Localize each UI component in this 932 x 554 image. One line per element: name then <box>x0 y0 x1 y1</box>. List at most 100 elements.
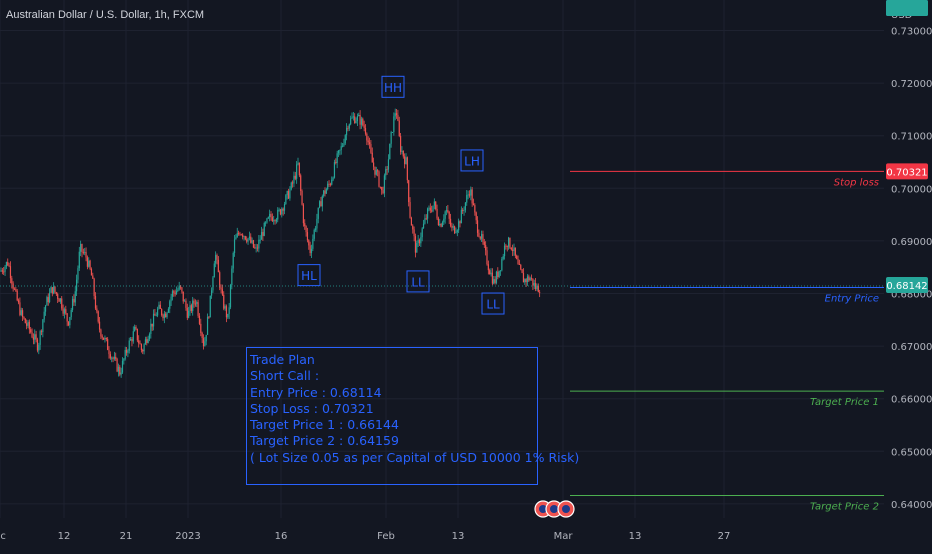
candle-body <box>443 218 445 223</box>
candle-body <box>278 209 280 211</box>
candle-body <box>200 323 202 333</box>
candle-body <box>120 372 122 375</box>
x-tick-label: 13 <box>452 531 465 542</box>
candle-body <box>51 287 53 294</box>
price-axis[interactable] <box>884 0 932 550</box>
candle-body <box>306 232 309 241</box>
candle-body <box>262 232 264 236</box>
candle-body <box>46 297 48 306</box>
candle-body <box>28 321 30 330</box>
candle-body <box>304 223 306 226</box>
y-tick-label: 0.71000 <box>891 132 932 143</box>
trade-plan-line: Target Price 2 : 0.64159 <box>250 433 399 449</box>
candle-body <box>157 308 159 316</box>
candle-body <box>494 279 496 283</box>
trade-plan-line: Entry Price : 0.68114 <box>250 384 382 400</box>
candle-body <box>316 218 318 229</box>
level-label: Stop loss <box>834 177 879 188</box>
candle-body <box>456 230 458 233</box>
candle-body <box>11 278 13 284</box>
candle-body <box>76 279 78 292</box>
y-tick-label: 0.73000 <box>891 27 932 38</box>
candle-body <box>252 240 255 248</box>
candle-body <box>92 275 94 279</box>
candle-body <box>147 338 149 343</box>
candle-body <box>184 300 186 302</box>
pattern-annotation-box[interactable] <box>381 75 405 98</box>
candle-body <box>82 252 84 253</box>
candle-body <box>341 145 344 147</box>
candle-body <box>462 209 464 211</box>
candle-body <box>74 291 76 303</box>
candle-body <box>344 135 346 144</box>
candle-body <box>381 186 383 191</box>
candle-body <box>320 201 322 207</box>
candle-body <box>138 340 140 344</box>
candle-body <box>136 328 138 341</box>
candle-body <box>294 175 296 179</box>
candle-body <box>119 366 121 375</box>
candle-body <box>54 286 56 293</box>
candle-body <box>312 238 314 249</box>
current-price-tag <box>886 277 928 294</box>
y-tick-label: 0.72000 <box>891 79 932 90</box>
x-tick-label: ec <box>0 531 6 542</box>
target2-price-tag-text: 0.64159 <box>886 0 927 3</box>
candle-body <box>537 285 539 293</box>
candle-body <box>398 120 400 137</box>
flag-inner-icon <box>562 505 570 513</box>
candle-body <box>227 313 229 318</box>
candle-body <box>530 278 533 280</box>
candle-body <box>317 207 319 219</box>
candle-body <box>532 278 534 286</box>
candle-body <box>128 340 130 351</box>
candle-body <box>302 204 304 224</box>
candle-body <box>142 349 144 352</box>
candle-body <box>528 276 530 281</box>
candle-body <box>416 243 418 253</box>
candle-body <box>170 296 172 302</box>
candle-body <box>501 258 503 271</box>
candle-body <box>30 329 32 333</box>
candle-body <box>432 205 434 212</box>
candle-body <box>366 133 368 141</box>
candle-body <box>31 332 33 338</box>
candle-body <box>332 177 334 180</box>
candle-body <box>301 190 303 205</box>
candle-body <box>36 339 39 351</box>
candle-body <box>15 289 17 291</box>
pattern-annotation-box[interactable] <box>460 149 484 172</box>
candle-body <box>355 120 357 124</box>
candle-body <box>163 313 165 319</box>
candle-body <box>328 183 330 185</box>
trade-plan-box[interactable]: Trade Plan Short Call : Entry Price : 0.… <box>246 347 579 485</box>
candle-body <box>285 195 287 205</box>
candle-body <box>85 252 87 258</box>
candle-body <box>333 162 336 178</box>
candle-body <box>406 157 408 181</box>
candle-body <box>108 350 110 355</box>
candle-body <box>0 270 2 272</box>
candle-body <box>458 221 460 231</box>
pattern-annotation-box[interactable] <box>297 264 321 287</box>
candle-body <box>352 116 354 118</box>
candle-body <box>506 245 508 247</box>
candle-body <box>239 233 241 235</box>
candle-body <box>526 276 529 283</box>
candle-body <box>290 182 292 190</box>
candle-body <box>286 191 288 196</box>
candle-body <box>175 290 178 295</box>
pattern-annotation-box[interactable] <box>481 292 505 315</box>
candle-body <box>121 360 124 373</box>
candle-body <box>339 149 341 151</box>
pattern-annotation-box[interactable] <box>406 270 430 293</box>
candle-body <box>510 248 512 250</box>
trade-plan-line: Target Price 1 : 0.66144 <box>250 417 399 433</box>
candle-body <box>513 247 515 252</box>
candle-body <box>283 204 286 211</box>
candle-body <box>363 125 365 129</box>
time-axis[interactable] <box>0 519 932 550</box>
candle-body <box>158 304 160 309</box>
